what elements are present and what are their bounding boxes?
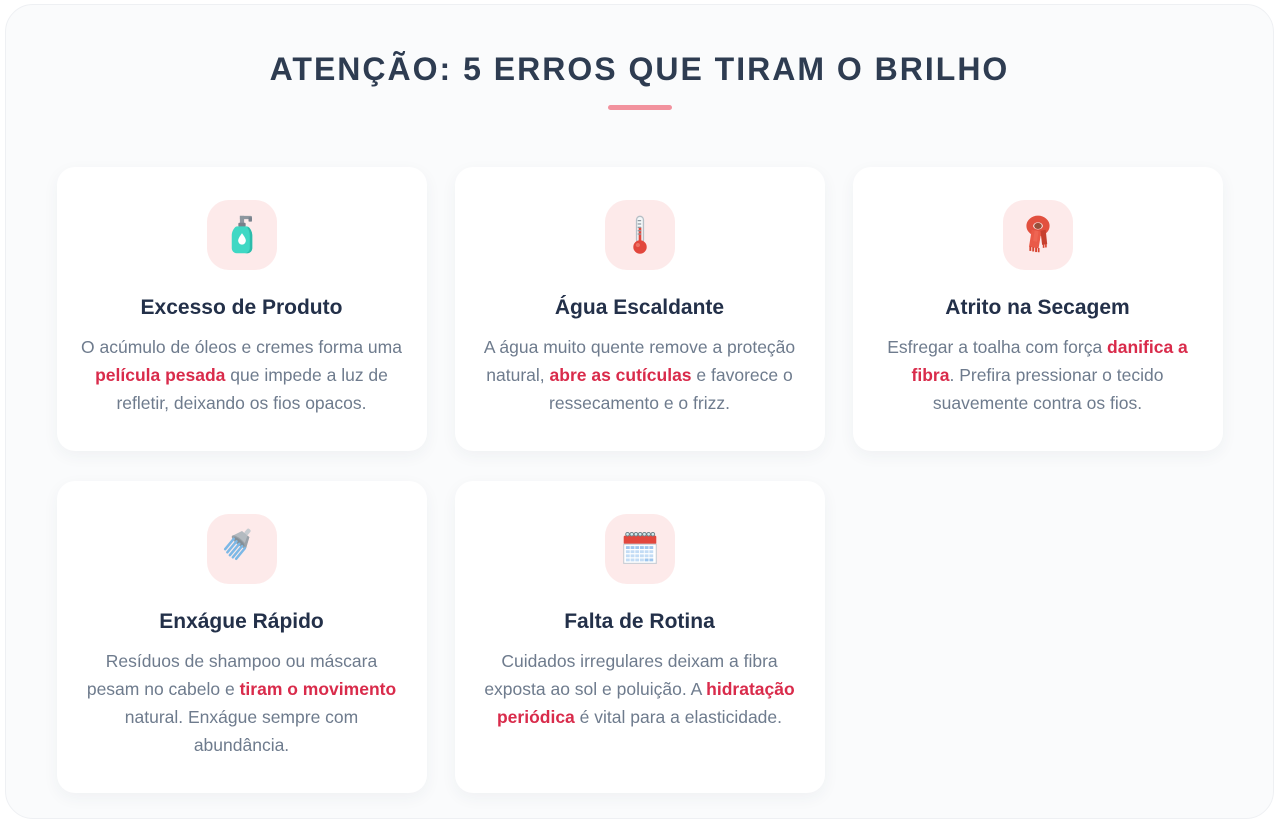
- card-title: Enxágue Rápido: [159, 610, 324, 633]
- description-text: é vital para a elasticidade.: [574, 707, 783, 727]
- description-text: natural. Enxágue sempre com abundância.: [124, 707, 359, 755]
- card-description: O acúmulo de óleos e cremes forma uma pe…: [81, 333, 403, 417]
- card-icon-tile: [1002, 200, 1073, 270]
- error-card: Excesso de Produto O acúmulo de óleos e …: [56, 167, 427, 451]
- card-icon-tile: [206, 200, 277, 270]
- card-description: Resíduos de shampoo ou máscara pesam no …: [81, 647, 403, 759]
- card-title: Falta de Rotina: [564, 610, 715, 633]
- description-text: . Prefira pressionar o tecido suavemente…: [932, 365, 1164, 413]
- error-card: Falta de Rotina Cuidados irregulares dei…: [454, 481, 825, 793]
- card-title: Excesso de Produto: [140, 296, 343, 319]
- lotion-bottle-icon: [219, 212, 265, 258]
- error-card: Enxágue Rápido Resíduos de shampoo ou má…: [56, 481, 427, 793]
- description-text: que impede a luz de refletir, deixando o…: [116, 365, 388, 413]
- description-text: O acúmulo de óleos e cremes forma uma: [81, 337, 402, 357]
- description-highlight: hidratação periódica: [496, 679, 795, 727]
- error-card: Atrito na Secagem Esfregar a toalha com …: [852, 167, 1223, 451]
- title-underline-accent: [607, 105, 672, 110]
- description-text: e favorece o ressecamento e o frizz.: [549, 365, 793, 413]
- card-title: Água Escaldante: [554, 296, 725, 319]
- card-description: Esfregar a toalha com força danifica a f…: [877, 333, 1199, 417]
- page-title: ATENÇÃO: 5 ERROS QUE TIRAM O BRILHO: [269, 51, 1010, 87]
- description-highlight: danifica a fibra: [911, 337, 1188, 385]
- thermometer-icon: [617, 212, 663, 258]
- card-icon-tile: [604, 514, 675, 584]
- shower-icon: [219, 526, 265, 572]
- calendar-icon: [617, 526, 663, 572]
- description-text: Cuidados irregulares deixam a fibra expo…: [484, 651, 778, 699]
- description-text: A água muito quente remove a proteção na…: [483, 337, 796, 385]
- card-title: Atrito na Secagem: [945, 296, 1130, 319]
- description-highlight: abre as cutículas: [549, 365, 692, 385]
- card-icon-tile: [604, 200, 675, 270]
- cards-grid: Excesso de Produto O acúmulo de óleos e …: [56, 167, 1223, 793]
- error-card: Água Escaldante A água muito quente remo…: [454, 167, 825, 451]
- description-text: Esfregar a toalha com força: [887, 337, 1108, 357]
- card-icon-tile: [206, 514, 277, 584]
- description-highlight: tiram o movimento: [239, 679, 397, 699]
- scarf-icon: [1015, 212, 1061, 258]
- card-description: A água muito quente remove a proteção na…: [479, 333, 801, 417]
- description-text: Resíduos de shampoo ou máscara pesam no …: [86, 651, 378, 699]
- infographic-panel: ATENÇÃO: 5 ERROS QUE TIRAM O BRILHO Exce…: [5, 4, 1274, 819]
- description-highlight: película pesada: [95, 365, 226, 385]
- card-description: Cuidados irregulares deixam a fibra expo…: [479, 647, 801, 731]
